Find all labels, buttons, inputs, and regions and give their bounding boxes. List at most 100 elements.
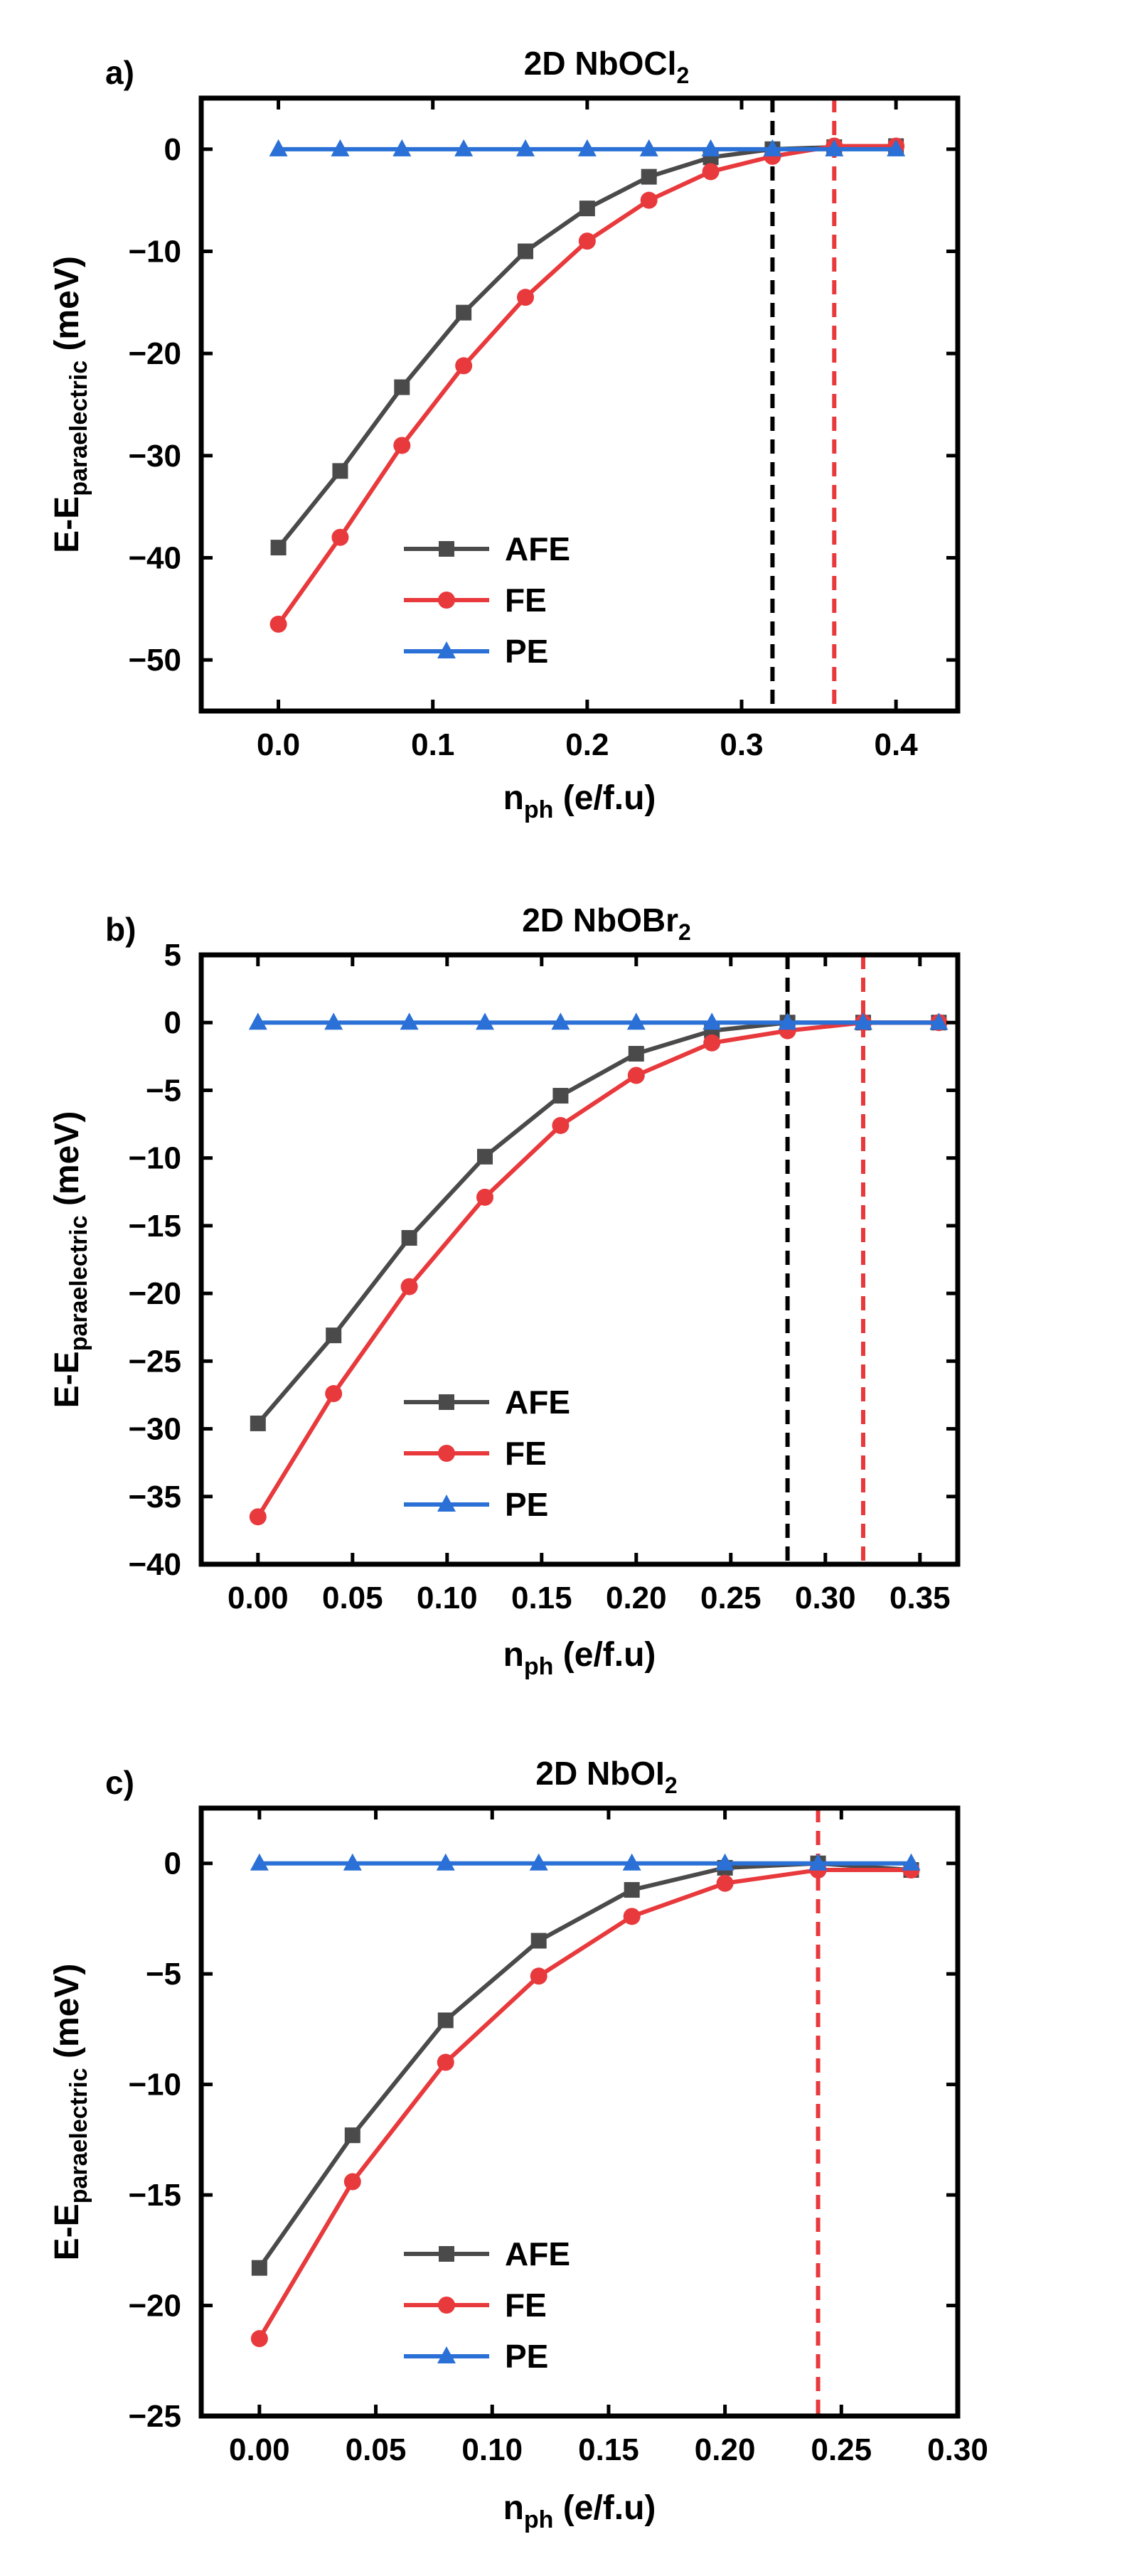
marker-pe-5	[626, 1012, 646, 1030]
marker-pe-4	[551, 1012, 570, 1030]
marker-fe-2	[400, 1278, 418, 1295]
x-tick-label: 0.4	[875, 727, 919, 762]
marker-fe-0	[269, 615, 287, 633]
marker-afe-3	[530, 1933, 547, 1949]
marker-pe-2	[392, 139, 412, 156]
legend-item-fe: FE	[404, 582, 547, 619]
marker-pe-3	[476, 1012, 494, 1030]
chart-title: 2D NbOBr2	[522, 902, 691, 945]
legend-item-afe: AFE	[404, 530, 570, 567]
marker-pe-8	[763, 139, 782, 156]
panel-letter: a)	[105, 54, 134, 91]
y-tick-label: −10	[128, 235, 181, 269]
x-tick-label: 0.30	[795, 1581, 856, 1615]
x-tick-label: 0.00	[229, 2432, 290, 2467]
panel-3: c) 2D NbOI2 0.00 0.05 0.10 0.15 0.20 0.25 0.30 −2…	[48, 1755, 988, 2533]
marker-pe-3	[529, 1853, 548, 1871]
panel-letter: b)	[105, 911, 136, 948]
marker-afe-2	[394, 379, 410, 395]
series-line-fe	[256, 1020, 939, 1518]
marker-pe-0	[250, 1853, 269, 1871]
legend-marker-pe	[437, 1495, 456, 1512]
legend-marker-fe	[438, 1445, 455, 1462]
legend-label: AFE	[505, 530, 570, 567]
y-tick-label: −15	[128, 1209, 181, 1244]
marker-afe-6	[641, 169, 657, 185]
marker-pe-6	[639, 139, 658, 156]
marker-fe-5	[627, 1067, 645, 1084]
marker-fe-0	[249, 1508, 267, 1526]
marker-pe-4	[622, 1853, 641, 1871]
x-tick-label: 0.25	[811, 2432, 872, 2467]
marker-pe-6	[808, 1853, 828, 1871]
y-tick-label: −25	[128, 1344, 181, 1379]
x-tick-label: 0.10	[417, 1581, 478, 1615]
plot-frame	[198, 95, 961, 714]
panel-letter: c)	[105, 1764, 134, 1801]
marker-pe-8	[854, 1012, 872, 1030]
y-axis-label: E-Eparaelectric (meV)	[48, 1964, 92, 2261]
marker-fe-5	[716, 1874, 734, 1892]
legend-label: PE	[505, 2338, 548, 2375]
x-tick-label: 0.15	[511, 1581, 572, 1615]
y-tick-label: −30	[128, 439, 181, 474]
x-axis-label: nph (e/f.u)	[503, 2489, 656, 2533]
marker-pe-1	[324, 1012, 343, 1030]
legend-marker-afe	[439, 2246, 454, 2262]
marker-pe-5	[577, 139, 597, 156]
marker-afe-1	[326, 1327, 342, 1344]
legend-item-fe: FE	[404, 2287, 547, 2324]
legend-label: FE	[505, 1435, 547, 1472]
marker-fe-2	[437, 2053, 454, 2071]
marker-afe-2	[437, 2012, 454, 2029]
marker-fe-0	[250, 2330, 268, 2348]
marker-pe-0	[269, 139, 288, 156]
legend-item-pe: PE	[404, 1486, 548, 1523]
x-tick-label: 0.05	[322, 1581, 383, 1615]
legend-label: PE	[505, 1486, 548, 1523]
y-tick-label: 0	[164, 132, 181, 167]
marker-fe-2	[393, 437, 411, 454]
legend-label: AFE	[505, 1384, 570, 1421]
marker-fe-7	[702, 163, 720, 181]
marker-fe-6	[640, 191, 658, 209]
marker-fe-3	[455, 357, 473, 375]
y-tick-label: −5	[146, 1073, 181, 1108]
marker-fe-6	[703, 1034, 721, 1052]
y-axis-label: E-Eparaelectric (meV)	[48, 1111, 92, 1409]
x-tick-label: 0.00	[228, 1581, 289, 1615]
marker-fe-4	[517, 289, 534, 306]
y-axis-label: E-Eparaelectric (meV)	[48, 256, 92, 553]
x-tick-label: 0.0	[257, 727, 300, 762]
marker-fe-5	[578, 233, 596, 250]
marker-pe-9	[825, 139, 844, 156]
y-tick-label: 0	[164, 1847, 181, 1881]
marker-fe-3	[530, 1967, 547, 1985]
legend-marker-fe	[438, 2297, 455, 2314]
legend-item-pe: PE	[404, 2338, 548, 2375]
plot-frame	[198, 1805, 961, 2419]
legend-marker-pe	[437, 641, 456, 658]
marker-pe-5	[715, 1853, 734, 1871]
marker-pe-9	[929, 1012, 949, 1030]
marker-pe-2	[400, 1012, 419, 1030]
y-tick-label: −20	[128, 2289, 181, 2324]
chart-title: 2D NbOI2	[535, 1755, 677, 1798]
x-axis-label: nph (e/f.u)	[503, 1636, 656, 1680]
legend-label: FE	[505, 2287, 547, 2324]
marker-afe-4	[552, 1088, 569, 1104]
marker-fe-4	[552, 1116, 570, 1134]
marker-pe-7	[902, 1853, 921, 1871]
marker-afe-0	[251, 2260, 267, 2276]
legend-item-pe: PE	[404, 633, 548, 670]
plot-frame	[198, 952, 961, 1567]
y-tick-label: −40	[128, 541, 181, 576]
marker-fe-1	[325, 1385, 343, 1403]
x-tick-label: 0.20	[695, 2432, 756, 2467]
x-tick-label: 0.2	[565, 727, 609, 762]
legend-label: FE	[505, 582, 547, 619]
legend-marker-afe	[439, 1394, 454, 1410]
panel-2: b) 2D NbOBr2 0.00 0.05 0.10 0.15 0.20 0.25 0.30 0…	[48, 902, 961, 1680]
y-tick-label: 0	[164, 1005, 181, 1040]
